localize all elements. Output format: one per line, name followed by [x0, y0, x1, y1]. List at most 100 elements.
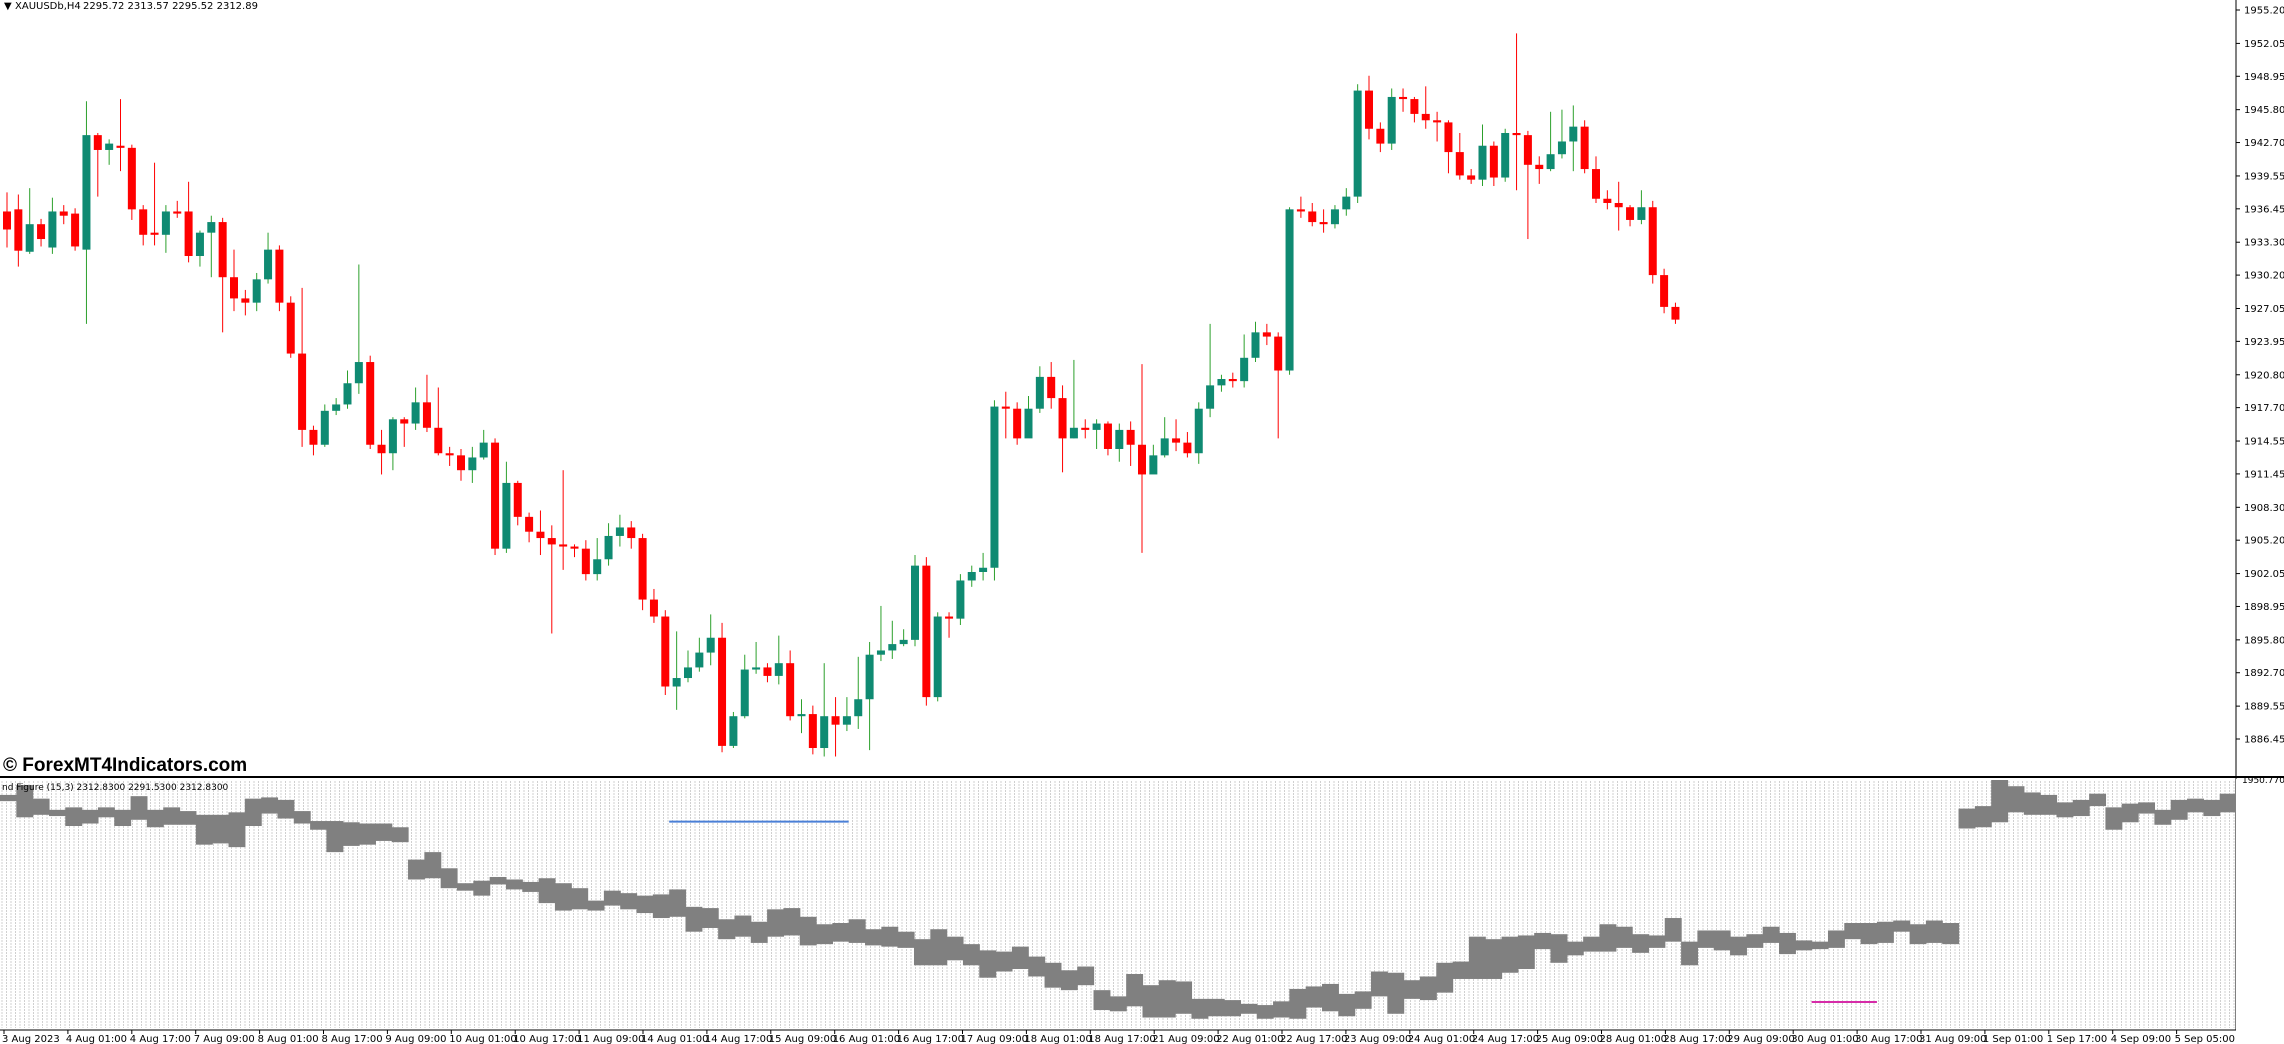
candle	[967, 565, 976, 587]
time-tick-label: 10 Aug 01:00	[449, 1034, 516, 1044]
candle	[1160, 417, 1169, 458]
price-tick-label: 1917.70	[2244, 403, 2284, 414]
candle	[911, 555, 919, 647]
candle	[309, 425, 318, 456]
time-tick-label: 24 Aug 01:00	[1408, 1034, 1475, 1044]
candle	[1069, 359, 1078, 439]
pnf-column	[1795, 940, 1813, 951]
candle-body	[547, 538, 556, 545]
candle-body	[513, 482, 522, 517]
time-tick-label: 24 Aug 17:00	[1472, 1034, 1539, 1044]
candle	[1387, 88, 1396, 150]
candles-layer	[3, 33, 1680, 757]
candle	[536, 510, 545, 556]
candle-body	[718, 637, 727, 746]
pnf-column	[1991, 780, 2009, 823]
candle-body	[1058, 398, 1067, 439]
candle-body	[400, 419, 409, 424]
candle	[979, 552, 988, 581]
pnf-column	[1452, 961, 1470, 979]
candle-body	[752, 667, 761, 670]
candle	[1399, 88, 1408, 112]
candle-body	[1592, 169, 1600, 199]
pnf-column	[1436, 962, 1454, 993]
pnf-column	[2138, 802, 2155, 814]
candle-body	[774, 663, 783, 676]
pnf-column	[1240, 1003, 1258, 1014]
time-tick-label: 30 Aug 01:00	[1791, 1034, 1858, 1044]
candle-body	[173, 211, 182, 214]
price-tick-label: 1923.95	[2244, 337, 2284, 348]
candle	[241, 289, 250, 316]
time-tick-label: 9 Aug 09:00	[385, 1034, 446, 1044]
candle-body	[1262, 332, 1271, 337]
time-tick-label: 4 Aug 01:00	[66, 1034, 127, 1044]
candle	[422, 374, 431, 433]
pnf-column	[538, 878, 556, 904]
candle	[570, 544, 579, 558]
pnf-column	[473, 880, 491, 896]
candle-body	[956, 580, 965, 619]
time-tick-label: 18 Aug 01:00	[1024, 1034, 1091, 1044]
candle-body	[627, 527, 636, 539]
pnf-column	[130, 796, 148, 820]
pnf-column	[1566, 941, 1584, 956]
candle	[752, 641, 761, 674]
candle-body	[1115, 429, 1124, 449]
candle-body	[536, 531, 545, 539]
price-tick-label: 1955.20	[2244, 6, 2284, 17]
time-tick-label: 30 Aug 17:00	[1855, 1034, 1922, 1044]
candle	[627, 521, 636, 549]
candle	[252, 272, 261, 312]
candle	[1274, 332, 1283, 439]
candle	[729, 711, 738, 749]
pnf-column	[995, 951, 1013, 972]
candle-body	[1557, 141, 1566, 155]
candle	[479, 429, 488, 460]
candle	[661, 610, 670, 695]
pnf-column	[505, 879, 523, 890]
candle	[1296, 196, 1305, 218]
candle-body	[411, 402, 420, 424]
candle-body	[1092, 423, 1101, 430]
candle-body	[1047, 376, 1056, 399]
candle-body	[184, 211, 193, 257]
price-tick-label: 1939.55	[2244, 171, 2284, 182]
pnf-column	[1599, 924, 1617, 952]
pnf-column	[1697, 930, 1715, 948]
candle	[945, 612, 954, 638]
candle-body	[1138, 444, 1146, 475]
pnf-column	[1403, 980, 1421, 999]
candle-body	[332, 404, 341, 411]
candle	[71, 208, 80, 251]
pnf-column	[1158, 980, 1176, 1018]
pnf-column	[1615, 926, 1633, 948]
time-tick-label: 8 Aug 01:00	[258, 1034, 319, 1044]
pnf-column	[750, 921, 768, 943]
candle	[1580, 120, 1589, 174]
candle	[1092, 419, 1101, 449]
pane-separator[interactable]	[0, 776, 2284, 778]
candle-body	[729, 716, 738, 746]
watermark: © ForexMT4Indicators.com	[3, 755, 247, 776]
candle	[343, 370, 352, 409]
candle-body	[979, 567, 988, 572]
pnf-grid	[1, 781, 2235, 1028]
pnf-column	[848, 919, 866, 943]
pnf-column	[1713, 930, 1731, 951]
candle	[1149, 444, 1158, 475]
pnf-column	[212, 814, 230, 844]
candle-body	[71, 213, 80, 247]
candle	[842, 697, 851, 732]
price-tick-label: 1898.95	[2244, 602, 2284, 613]
candle	[1467, 169, 1476, 184]
candle	[1478, 124, 1487, 187]
time-tick-label: 22 Aug 17:00	[1280, 1034, 1347, 1044]
candle-body	[434, 427, 443, 454]
candle	[1353, 84, 1362, 203]
indicator-label: nd Figure (15,3) 2312.8300 2291.5300 231…	[2, 783, 229, 793]
candle-body	[1455, 152, 1464, 176]
pnf-column	[881, 926, 899, 947]
chevron-down-icon[interactable]: ▼	[4, 1, 12, 12]
